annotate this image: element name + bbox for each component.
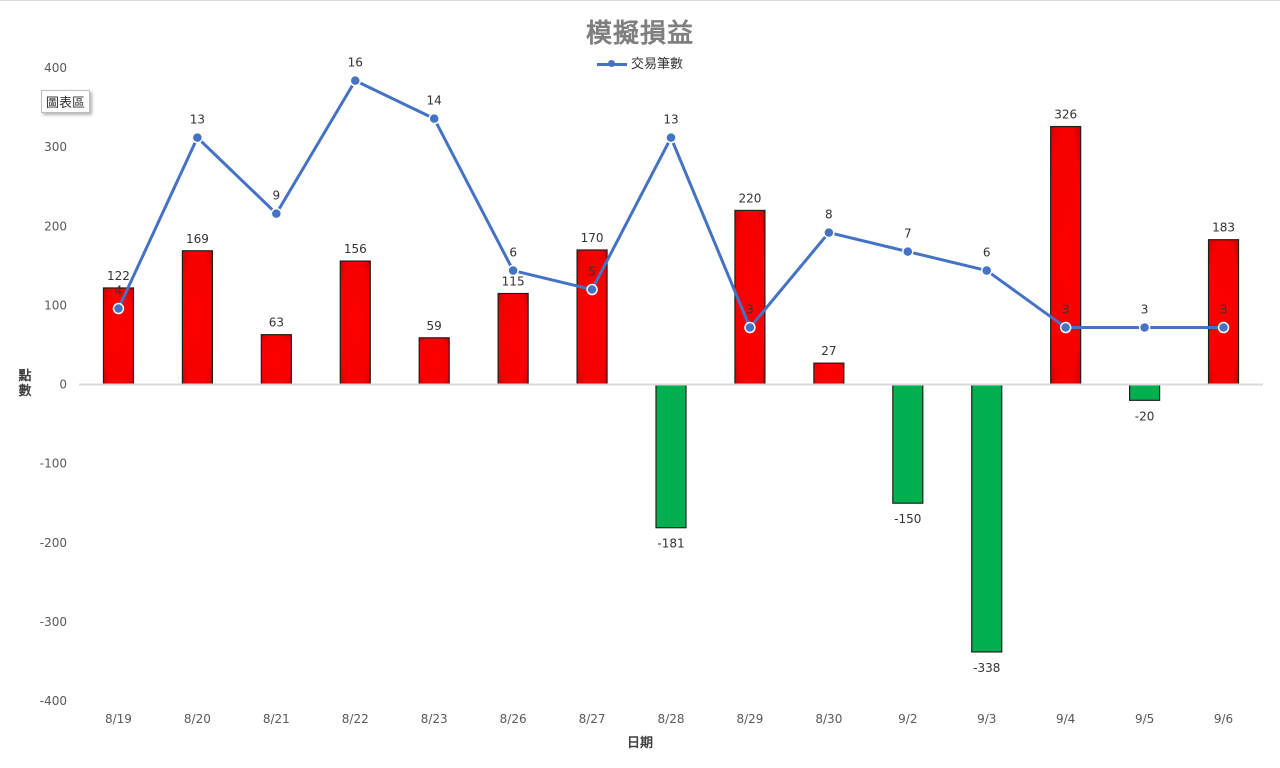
line-point xyxy=(507,264,519,277)
bar xyxy=(655,383,687,529)
bar-value-label: 63 xyxy=(269,316,284,330)
line-value-label: 3 xyxy=(1062,303,1070,317)
bar xyxy=(892,383,924,504)
line-point xyxy=(902,245,914,258)
y-tick-label: 100 xyxy=(44,298,67,312)
bar-value-label: -181 xyxy=(657,537,684,551)
bar xyxy=(1207,239,1240,386)
x-tick-label: 8/30 xyxy=(815,712,842,726)
line-point xyxy=(349,74,362,87)
bar-value-label: 27 xyxy=(821,344,836,358)
bar xyxy=(971,383,1003,653)
x-tick-label: 9/3 xyxy=(977,712,996,726)
bar-value-label: 183 xyxy=(1212,221,1235,235)
chart-area-tooltip: 圖表區 xyxy=(41,90,91,113)
line-value-label: 6 xyxy=(509,246,517,260)
bar-value-label: 115 xyxy=(502,275,525,289)
bar xyxy=(1128,383,1161,401)
line-point xyxy=(586,283,598,296)
x-tick-label: 8/21 xyxy=(263,712,290,726)
y-tick-label: -100 xyxy=(40,457,67,471)
bar xyxy=(734,209,766,386)
y-tick-label: 300 xyxy=(44,140,67,154)
legend-label: 交易筆數 xyxy=(630,57,683,72)
bar-value-label: -20 xyxy=(1135,409,1155,423)
x-tick-label: 8/20 xyxy=(184,712,211,726)
line-point xyxy=(1138,321,1151,334)
legend-line-swatch xyxy=(596,60,627,67)
bar-value-label: 169 xyxy=(186,232,209,246)
line-value-label: 3 xyxy=(1220,303,1228,317)
y-tick-label: -200 xyxy=(40,536,67,550)
line-point xyxy=(270,207,283,220)
x-axis-title: 日期 xyxy=(626,736,653,751)
line-value-label: 8 xyxy=(825,208,833,222)
line-value-label: 5 xyxy=(588,265,596,279)
y-tick-label: 400 xyxy=(44,61,67,75)
bar-value-label: 170 xyxy=(581,231,604,245)
line-point xyxy=(1217,321,1230,334)
bar-value-label: 220 xyxy=(738,191,761,205)
bar-value-label: 326 xyxy=(1054,108,1077,122)
bar xyxy=(813,362,845,386)
x-tick-label: 9/4 xyxy=(1056,712,1075,726)
bar xyxy=(418,337,450,386)
y-tick-label: 0 xyxy=(59,378,67,392)
y-axis-title: 點數 xyxy=(18,369,32,399)
line-value-label: 16 xyxy=(348,56,363,70)
bar xyxy=(181,250,213,386)
x-tick-label: 8/19 xyxy=(105,712,132,726)
line-point xyxy=(980,264,993,277)
bar xyxy=(497,292,529,386)
line-value-label: 6 xyxy=(983,246,991,260)
line-value-label: 14 xyxy=(427,94,442,108)
line-value-label: 3 xyxy=(746,303,754,317)
line-value-label: 4 xyxy=(115,284,123,298)
bar-value-label: 122 xyxy=(107,269,130,283)
y-tick-label: -300 xyxy=(40,615,67,629)
y-tick-label: -400 xyxy=(40,694,67,708)
line-point xyxy=(1059,321,1072,334)
x-tick-label: 8/22 xyxy=(342,712,369,726)
bar-value-label: 156 xyxy=(344,242,367,256)
line-point xyxy=(112,302,125,315)
x-tick-label: 9/2 xyxy=(898,712,917,726)
y-tick-label: 200 xyxy=(44,219,67,233)
line-point xyxy=(665,131,677,144)
x-tick-label: 8/26 xyxy=(500,712,527,726)
line-value-label: 9 xyxy=(273,189,281,203)
bar xyxy=(1050,125,1082,386)
line-point xyxy=(744,321,756,334)
x-tick-label: 8/27 xyxy=(579,712,606,726)
bar xyxy=(260,334,292,386)
chart-title: 模擬損益 xyxy=(585,19,694,49)
bar-value-label: 59 xyxy=(427,319,442,333)
legend: 交易筆數 xyxy=(0,53,1280,72)
x-tick-label: 9/6 xyxy=(1214,712,1233,726)
x-tick-label: 8/29 xyxy=(736,712,763,726)
bar-value-label: -150 xyxy=(894,512,921,526)
line-value-label: 7 xyxy=(904,227,912,241)
x-tick-label: 9/5 xyxy=(1135,712,1154,726)
line-value-label: 13 xyxy=(663,113,678,127)
line-point xyxy=(428,112,440,125)
line-value-label: 3 xyxy=(1141,303,1149,317)
bar-value-label: -338 xyxy=(973,661,1000,675)
bar xyxy=(339,260,371,386)
line-value-label: 13 xyxy=(190,113,205,127)
x-tick-label: 8/23 xyxy=(421,712,448,726)
line-point xyxy=(823,226,835,239)
line-point xyxy=(191,131,204,144)
x-tick-label: 8/28 xyxy=(658,712,685,726)
bar xyxy=(576,249,608,386)
bar xyxy=(102,287,135,386)
